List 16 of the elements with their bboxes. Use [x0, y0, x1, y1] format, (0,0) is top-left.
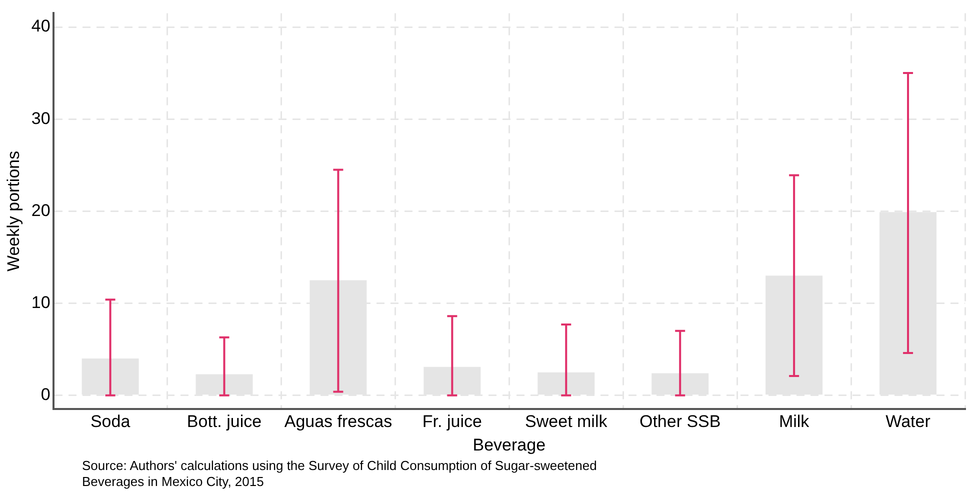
y-tick-label: 20 — [31, 200, 50, 220]
x-tick-label: Soda — [90, 412, 131, 432]
x-tick-label: Bott. juice — [186, 412, 262, 432]
y-tick-label: 40 — [31, 16, 50, 36]
x-axis-title: Beverage — [472, 435, 546, 454]
y-tick-label: 10 — [31, 292, 50, 312]
x-tick-label: Other SSB — [639, 412, 721, 432]
x-tick-label: Sweet milk — [525, 412, 608, 432]
x-tick-label: Water — [886, 412, 931, 432]
y-tick-label: 30 — [31, 108, 50, 128]
x-tick-label: Aguas frescas — [284, 412, 392, 432]
y-tick-label: 0 — [40, 385, 50, 404]
source-note: Source: Authors' calculations using the Survey of Child Consumption of Sugar-sweetened Beverages in Mexico City, 2015 — [82, 458, 598, 490]
x-tick-label: Milk — [778, 412, 810, 432]
x-tick-label: Fr. juice — [422, 412, 482, 432]
y-axis-title: Weekly portions — [4, 150, 23, 272]
